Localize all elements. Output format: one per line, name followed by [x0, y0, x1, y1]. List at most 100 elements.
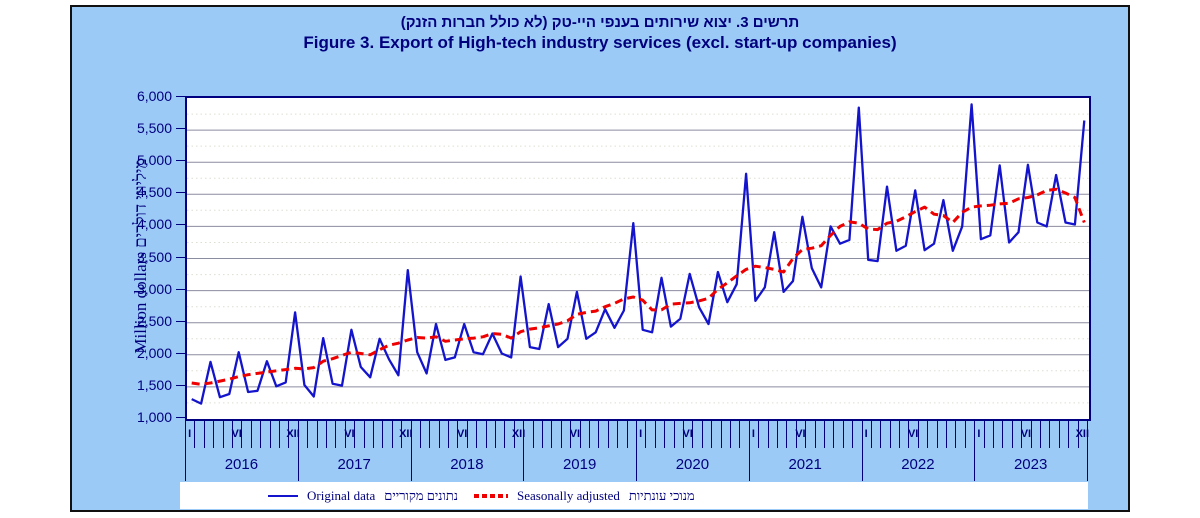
month-tick-mark: [645, 421, 647, 448]
month-tick-mark: [288, 421, 290, 448]
month-tick-mark: [504, 421, 506, 448]
legend-label-seasonal: Seasonally adjusted: [517, 487, 620, 503]
month-tick-mark: [466, 421, 468, 448]
month-tick-mark: [335, 421, 337, 448]
month-tick-mark: [476, 421, 478, 448]
month-tick-mark: [1002, 421, 1004, 448]
year-label: 2019: [562, 456, 597, 473]
month-tick-mark: [382, 421, 384, 448]
month-tick-mark: [936, 421, 938, 448]
month-tick-label: VI: [231, 428, 242, 440]
month-tick-mark: [682, 421, 684, 448]
month-tick-mark: [786, 421, 788, 448]
month-tick-mark: [325, 421, 327, 448]
y-axis-tick-marks: [176, 96, 185, 421]
month-tick-mark: [908, 421, 910, 448]
month-tick-mark: [307, 421, 309, 448]
month-tick-label: XII: [286, 428, 300, 440]
seasonally-adjusted-line: [191, 187, 1086, 386]
month-tick-label: I: [639, 428, 643, 440]
y-tick-label: 3,500: [136, 248, 172, 265]
y-tick-label: 5,000: [136, 152, 172, 169]
month-tick-mark: [316, 421, 318, 448]
month-tick-label: XII: [399, 428, 413, 440]
month-tick-mark: [589, 421, 591, 448]
month-tick-mark: [579, 421, 581, 448]
month-tick-mark: [598, 421, 600, 448]
month-tick-mark: [1077, 421, 1079, 448]
month-tick-mark: [870, 421, 872, 448]
year-separator: [1087, 421, 1088, 481]
month-tick-mark: [739, 421, 741, 448]
year-separator: [297, 421, 299, 481]
month-tick-mark: [692, 421, 694, 448]
year-label: 2021: [788, 456, 822, 473]
year-separator: [636, 421, 637, 481]
month-tick-mark: [401, 421, 403, 448]
month-tick-label: XII: [511, 428, 526, 440]
month-tick-mark: [833, 421, 835, 448]
month-tick-mark: [203, 421, 205, 448]
chart-svg: [187, 103, 1089, 405]
month-tick-mark: [758, 421, 760, 448]
month-tick-mark: [372, 421, 374, 448]
month-tick-mark: [1030, 421, 1032, 448]
y-tick-mark: [176, 417, 185, 418]
month-tick-mark: [278, 421, 280, 448]
y-tick-mark: [176, 96, 185, 97]
month-tick-mark: [363, 421, 365, 448]
month-tick-mark: [880, 421, 882, 448]
y-tick-mark: [176, 320, 185, 322]
y-tick-label: 1,000: [136, 409, 172, 425]
month-tick-mark: [213, 421, 215, 448]
month-tick-mark: [570, 421, 572, 448]
legend: Original data נתונים מקוריים Seasonally …: [180, 482, 1088, 509]
month-tick-mark: [457, 421, 459, 448]
month-tick-mark: [711, 421, 713, 448]
y-tick-label: 2,500: [136, 312, 172, 329]
month-tick-mark: [654, 421, 656, 448]
month-tick-mark: [701, 421, 703, 448]
month-tick-mark: [927, 421, 929, 448]
month-tick-mark: [1049, 421, 1051, 448]
year-label: 2018: [450, 456, 484, 473]
original-data-line: [191, 103, 1086, 405]
original-line-swatch: [268, 494, 298, 497]
month-tick-label: VI: [795, 428, 806, 440]
legend-label-original-hebrew: נתונים מקוריים: [384, 487, 459, 503]
month-tick-mark: [946, 421, 948, 448]
month-tick-mark: [542, 421, 544, 448]
seasonal-line-swatch: [474, 493, 508, 498]
x-axis: I VI XII VI XII VI XII VI I VI I VI I VI I VI XII 2016 201…: [185, 419, 1089, 483]
month-tick-mark: [560, 421, 562, 448]
year-label: 2017: [337, 456, 371, 473]
month-tick-mark: [354, 421, 356, 448]
month-tick-mark: [664, 421, 666, 448]
month-tick-label: I: [188, 428, 192, 440]
month-tick-mark: [344, 421, 346, 448]
month-tick-mark: [673, 421, 675, 448]
month-tick-mark: [795, 421, 797, 448]
month-tick-label: VI: [344, 428, 355, 440]
y-tick-label: 3,000: [136, 280, 172, 297]
legend-label-original: Original data: [307, 487, 376, 503]
month-tick-mark: [814, 421, 816, 448]
y-tick-mark: [176, 224, 185, 226]
month-tick-mark: [513, 421, 515, 448]
month-tick-mark: [438, 421, 440, 448]
month-tick-mark: [842, 421, 844, 448]
month-tick-mark: [823, 421, 825, 448]
month-tick-mark: [532, 421, 534, 448]
month-tick-mark: [852, 421, 854, 448]
month-tick-mark: [805, 421, 807, 448]
chart-title-english: Figure 3. Export of High-tech industry s…: [303, 33, 897, 52]
year-separator: [861, 421, 863, 481]
y-tick-label: 2,000: [136, 344, 172, 361]
month-tick-mark: [889, 421, 891, 448]
month-tick-mark: [767, 421, 769, 448]
y-tick-mark: [176, 384, 185, 386]
y-tick-mark: [176, 352, 185, 354]
month-tick-mark: [1040, 421, 1042, 448]
y-tick-mark: [176, 256, 185, 258]
month-tick-mark: [607, 421, 609, 448]
